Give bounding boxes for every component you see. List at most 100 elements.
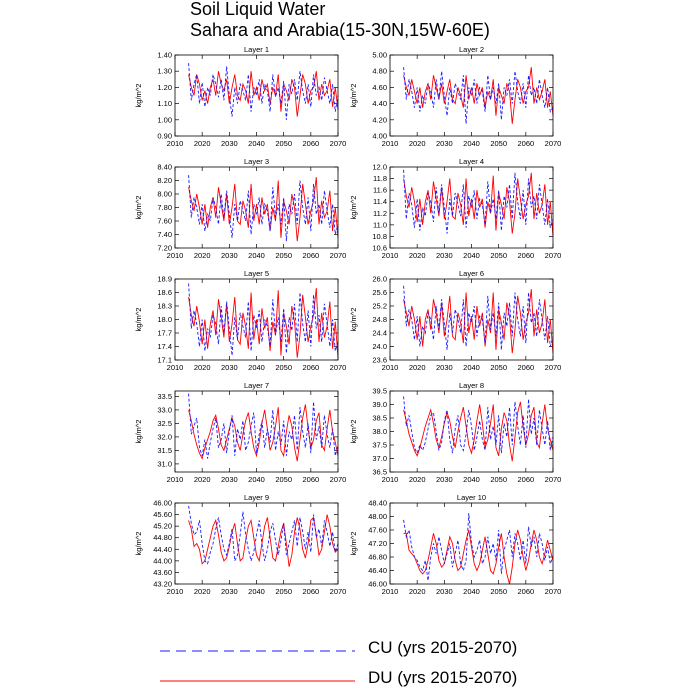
layer-1-series-cu — [188, 63, 339, 120]
layer-4-ytick-label: 10.8 — [372, 232, 387, 241]
layer-8-xtick-label: 2060 — [517, 475, 534, 484]
layer-7-ytick-label: 33.0 — [157, 405, 172, 414]
layer-2-xtick-label: 2030 — [436, 139, 453, 148]
layer-10-series-du — [403, 529, 554, 585]
layer-9-ytick-label: 43.60 — [153, 568, 172, 577]
layer-8-ytick-label: 39.0 — [372, 400, 387, 409]
layer-2-series-du — [403, 67, 554, 124]
layer-6-ylabel: kg/m^2 — [349, 308, 358, 332]
layer-1-xtick-label: 2030 — [221, 139, 238, 148]
layer-3-ytick-label: 8.20 — [157, 176, 172, 185]
layer-6-xtick-label: 2040 — [463, 363, 480, 372]
layer-9-ytick-label: 45.60 — [153, 510, 172, 519]
layer-10-xtick-label: 2070 — [545, 587, 562, 596]
layer-2-series-cu — [403, 67, 554, 124]
layer-7-ylabel: kg/m^2 — [134, 420, 143, 444]
layer-3-panel: Layer 3 kg/m^2 7.20 7.40 7.60 7.80 8.00 8.20 8.4… — [134, 157, 346, 260]
layer-9-title: Layer 9 — [244, 493, 269, 502]
layer-2-xtick-label: 2050 — [490, 139, 507, 148]
layer-6-ytick-label: 25.2 — [372, 302, 387, 311]
layer-1-ytick-label: 1.20 — [157, 83, 172, 92]
layer-4-xtick-label: 2060 — [517, 251, 534, 260]
layer-7-xtick-label: 2070 — [330, 475, 347, 484]
layer-7-xtick-label: 2060 — [302, 475, 319, 484]
layer-10-ytick-label: 47.60 — [368, 526, 387, 535]
layer-2-ytick-label: 5.00 — [372, 51, 387, 60]
layer-7-ytick-label: 33.5 — [157, 392, 172, 401]
layer-8-xtick-label: 2050 — [490, 475, 507, 484]
layer-6-xtick-label: 2070 — [545, 363, 562, 372]
legend-swatch-cu — [160, 650, 355, 652]
layer-5-ytick-label: 17.1 — [157, 356, 172, 365]
layer-4-xtick-label: 2010 — [382, 251, 399, 260]
layer-4-xtick-label: 2050 — [490, 251, 507, 260]
layer-6-xtick-label: 2060 — [517, 363, 534, 372]
layer-3-ytick-label: 8.00 — [157, 190, 172, 199]
layer-9-ytick-label: 43.20 — [153, 580, 172, 589]
layer-3-ytick-label: 7.20 — [157, 244, 172, 253]
layer-6-ytick-label: 25.6 — [372, 288, 387, 297]
layer-10-panel: Layer 10 kg/m^2 46.00 46.40 46.80 47.20 47.60 4… — [349, 493, 561, 596]
layer-6-xtick-label: 2010 — [382, 363, 399, 372]
layer-5-ytick-label: 17.7 — [157, 329, 172, 338]
layer-10-ytick-label: 46.80 — [368, 553, 387, 562]
layer-9-ytick-label: 45.20 — [153, 522, 172, 531]
layer-2-title: Layer 2 — [459, 45, 484, 54]
layer-4-series-cu — [403, 169, 554, 234]
layer-4-series-du — [403, 172, 554, 237]
layer-10-frame — [389, 502, 554, 585]
layer-5-xtick-label: 2070 — [330, 363, 347, 372]
layer-3-frame — [174, 166, 339, 249]
layer-5-frame — [174, 278, 339, 361]
layer-4-ytick-label: 11.8 — [373, 174, 387, 183]
layer-8-xtick-label: 2040 — [463, 475, 480, 484]
layer-3-series-cu — [188, 175, 339, 242]
layer-7-series-du — [188, 404, 339, 462]
layer-1-ytick-label: 0.90 — [157, 132, 172, 141]
layer-7-xtick-label: 2010 — [167, 475, 184, 484]
layer-7-ytick-label: 31.5 — [157, 446, 172, 455]
layer-3-ytick-label: 7.40 — [157, 230, 172, 239]
layer-8-ylabel: kg/m^2 — [349, 420, 358, 444]
layer-3-xtick-label: 2020 — [194, 251, 211, 260]
layer-10-xtick-label: 2020 — [409, 587, 426, 596]
layer-10-ylabel: kg/m^2 — [349, 532, 358, 556]
layer-4-ylabel: kg/m^2 — [349, 196, 358, 220]
layer-1-panel: Layer 1 kg/m^2 0.90 1.00 1.10 1.20 1.30 1.40 201… — [134, 45, 346, 148]
layer-2-ytick-label: 4.80 — [372, 67, 387, 76]
layer-4-ytick-label: 12.0 — [372, 163, 387, 172]
layer-5-xtick-label: 2030 — [221, 363, 238, 372]
layer-10-ytick-label: 46.00 — [368, 580, 387, 589]
layer-1-ylabel: kg/m^2 — [134, 84, 143, 108]
layer-6-title: Layer 6 — [459, 269, 484, 278]
layer-9-xtick-label: 2030 — [221, 587, 238, 596]
layer-1-series-du — [188, 71, 339, 117]
layer-5-xtick-label: 2010 — [167, 363, 184, 372]
layer-1-xtick-label: 2010 — [167, 139, 184, 148]
layer-5-xtick-label: 2040 — [248, 363, 265, 372]
layer-8-ytick-label: 38.0 — [372, 427, 387, 436]
layer-7-panel: Layer 7 kg/m^2 31.0 31.5 32.0 32.5 33.0 33.5 201… — [134, 381, 346, 484]
layer-5-panel: Layer 5 kg/m^2 17.1 17.4 17.7 18.0 18.3 18.6 18.… — [134, 269, 346, 372]
layer-3-ytick-label: 8.40 — [157, 163, 172, 172]
layer-5-ylabel: kg/m^2 — [134, 308, 143, 332]
layer-9-panel: Layer 9 kg/m^2 43.20 43.60 44.00 44.40 44.80 45… — [134, 493, 346, 596]
layer-10-ytick-label: 46.40 — [368, 566, 387, 575]
legend-entry-du: DU (yrs 2015-2070) — [160, 668, 560, 692]
layer-6-frame — [389, 278, 554, 361]
layer-1-ytick-label: 1.40 — [157, 51, 172, 60]
layer-3-title: Layer 3 — [244, 157, 269, 166]
layer-3-ytick-label: 7.60 — [157, 217, 172, 226]
layer-4-xtick-label: 2020 — [409, 251, 426, 260]
layer-8-xtick-label: 2020 — [409, 475, 426, 484]
legend-swatch-du — [160, 680, 355, 682]
layer-7-ytick-label: 32.0 — [157, 432, 172, 441]
layer-7-xtick-label: 2020 — [194, 475, 211, 484]
chart-title-line-1: Soil Liquid Water — [190, 0, 326, 19]
layer-7-frame — [174, 390, 339, 473]
layer-9-xtick-label: 2060 — [302, 587, 319, 596]
layer-2-ylabel: kg/m^2 — [349, 84, 358, 108]
layer-3-xtick-label: 2030 — [221, 251, 238, 260]
layer-9-xtick-label: 2070 — [330, 587, 347, 596]
layer-4-title: Layer 4 — [459, 157, 484, 166]
